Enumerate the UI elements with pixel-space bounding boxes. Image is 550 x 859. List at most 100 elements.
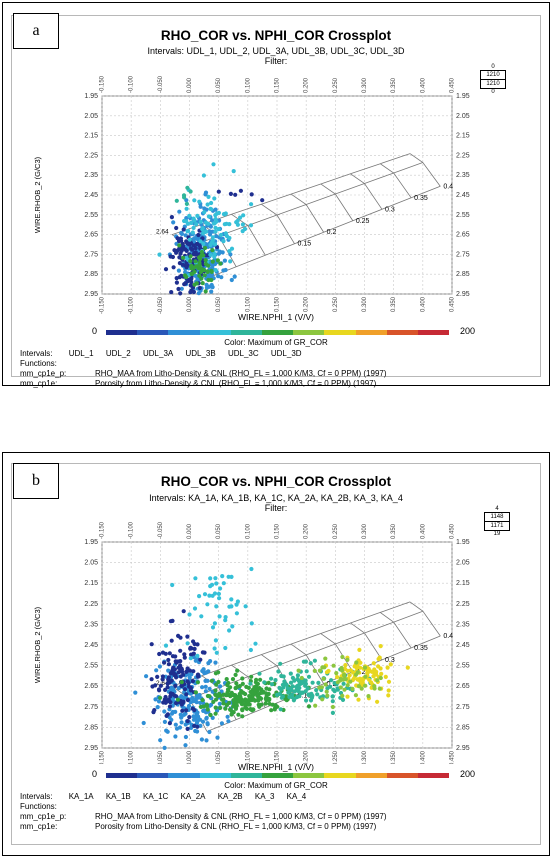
colorbar-segment [417,330,450,335]
y-tick-label-right: 2.35 [456,172,470,179]
porosity-line [350,622,383,661]
data-point [183,233,188,238]
data-point [231,704,236,709]
x-tick-label: 0.250 [333,77,339,93]
x-tick-label: 0.000 [187,296,193,312]
x-tick-label: 0.300 [362,523,368,539]
data-point [205,269,210,274]
y-tick-label-right: 2.85 [456,724,470,731]
data-point [230,624,235,629]
data-point [179,286,184,291]
colorbar-segment [137,773,169,778]
data-point [305,686,310,691]
data-point [273,678,278,683]
data-point [308,698,314,703]
data-point [193,576,198,581]
colorbar-max: 200 [460,326,476,336]
colorbar-min: 0 [92,326,98,336]
data-point [187,612,192,617]
data-point [218,586,223,591]
colorbar-segment [106,773,138,778]
data-point [210,218,215,223]
data-point [195,729,200,734]
data-point [359,678,364,683]
y-tick-label-left: 2.45 [84,642,98,649]
colorbar-segment [168,773,200,778]
data-point [176,633,181,638]
colorbar-segment [355,773,387,778]
colorbar-segment [324,773,356,778]
intervals-header: Intervals: KA_1A, KA_1B, KA_1C, KA_2A, K… [149,493,403,503]
data-point [204,738,209,743]
data-point [220,574,225,579]
data-point [194,222,199,227]
data-point [240,676,245,681]
data-point [195,213,200,218]
data-point [212,621,217,626]
data-point [208,584,213,589]
x-tick-label: -0.050 [158,75,164,93]
data-point [151,710,156,715]
porosity-line [320,633,354,673]
data-point [197,263,202,268]
data-point [173,722,178,727]
porosity-label: 0.3 [385,206,395,213]
data-point [269,708,274,713]
data-point [278,707,283,712]
data-point [212,646,217,651]
data-point [199,737,204,742]
y-tick-label-right: 2.15 [456,133,470,140]
data-point [239,702,244,707]
data-point [354,660,359,665]
data-point [188,656,193,661]
x-tick-label: 0.000 [187,523,193,539]
data-point [204,253,209,258]
data-point [329,678,334,683]
data-point [155,674,160,679]
data-point [211,699,216,704]
data-point [317,668,322,673]
counter-box-1: 1148 [484,512,510,522]
data-point [191,265,196,270]
colorbar [106,330,450,335]
data-point [214,234,219,239]
data-point [162,745,167,750]
porosity-line [261,203,295,244]
data-point [166,675,171,680]
data-point [243,705,248,710]
data-point [183,734,188,740]
data-point [235,218,240,224]
data-point [231,169,236,174]
data-point [253,641,258,646]
data-point [214,650,219,655]
data-point [243,604,248,609]
data-point [249,192,254,197]
data-point [376,664,381,669]
data-point [321,676,326,681]
data-point [262,680,267,685]
data-point [179,680,184,685]
data-point [204,715,209,720]
data-point [227,628,232,633]
data-point [188,254,193,259]
colorbar-segment [199,330,231,335]
y-tick-label-left: 2.75 [84,704,98,711]
interval-item: UDL_3A [142,349,174,358]
data-point [213,268,218,273]
data-point [199,276,204,281]
data-point [210,235,216,240]
counter-box-2: 1171 [484,522,510,531]
data-point [170,654,176,659]
data-point [237,691,242,696]
x-tick-label: -0.100 [129,750,135,764]
data-point [207,686,212,691]
x-tick-label: 0.100 [245,296,251,312]
data-point [277,691,283,696]
y-tick-label-left: 1.95 [84,93,98,100]
x-tick-label: -0.150 [100,296,106,314]
porosity-label: 0.25 [356,669,370,676]
data-point [347,673,352,678]
data-point [213,242,218,247]
data-point [331,687,336,692]
x-tick-label: -0.150 [100,521,106,539]
